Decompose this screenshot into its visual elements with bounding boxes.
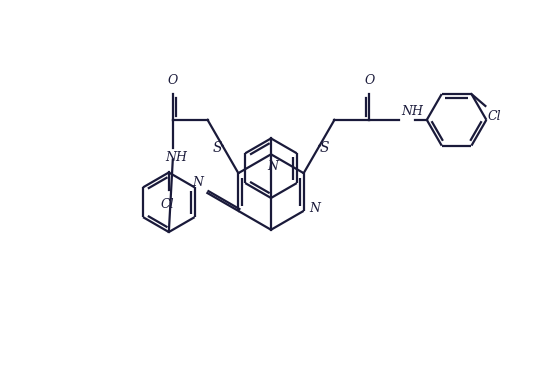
Text: N: N: [192, 176, 204, 189]
Text: O: O: [168, 74, 178, 87]
Text: N: N: [310, 203, 320, 215]
Text: O: O: [364, 74, 374, 87]
Text: Cl: Cl: [488, 110, 501, 123]
Text: S: S: [213, 141, 222, 154]
Text: Cl: Cl: [160, 198, 174, 211]
Text: S: S: [320, 141, 329, 154]
Text: N: N: [268, 160, 279, 173]
Text: NH: NH: [401, 105, 423, 118]
Text: NH: NH: [165, 151, 187, 163]
